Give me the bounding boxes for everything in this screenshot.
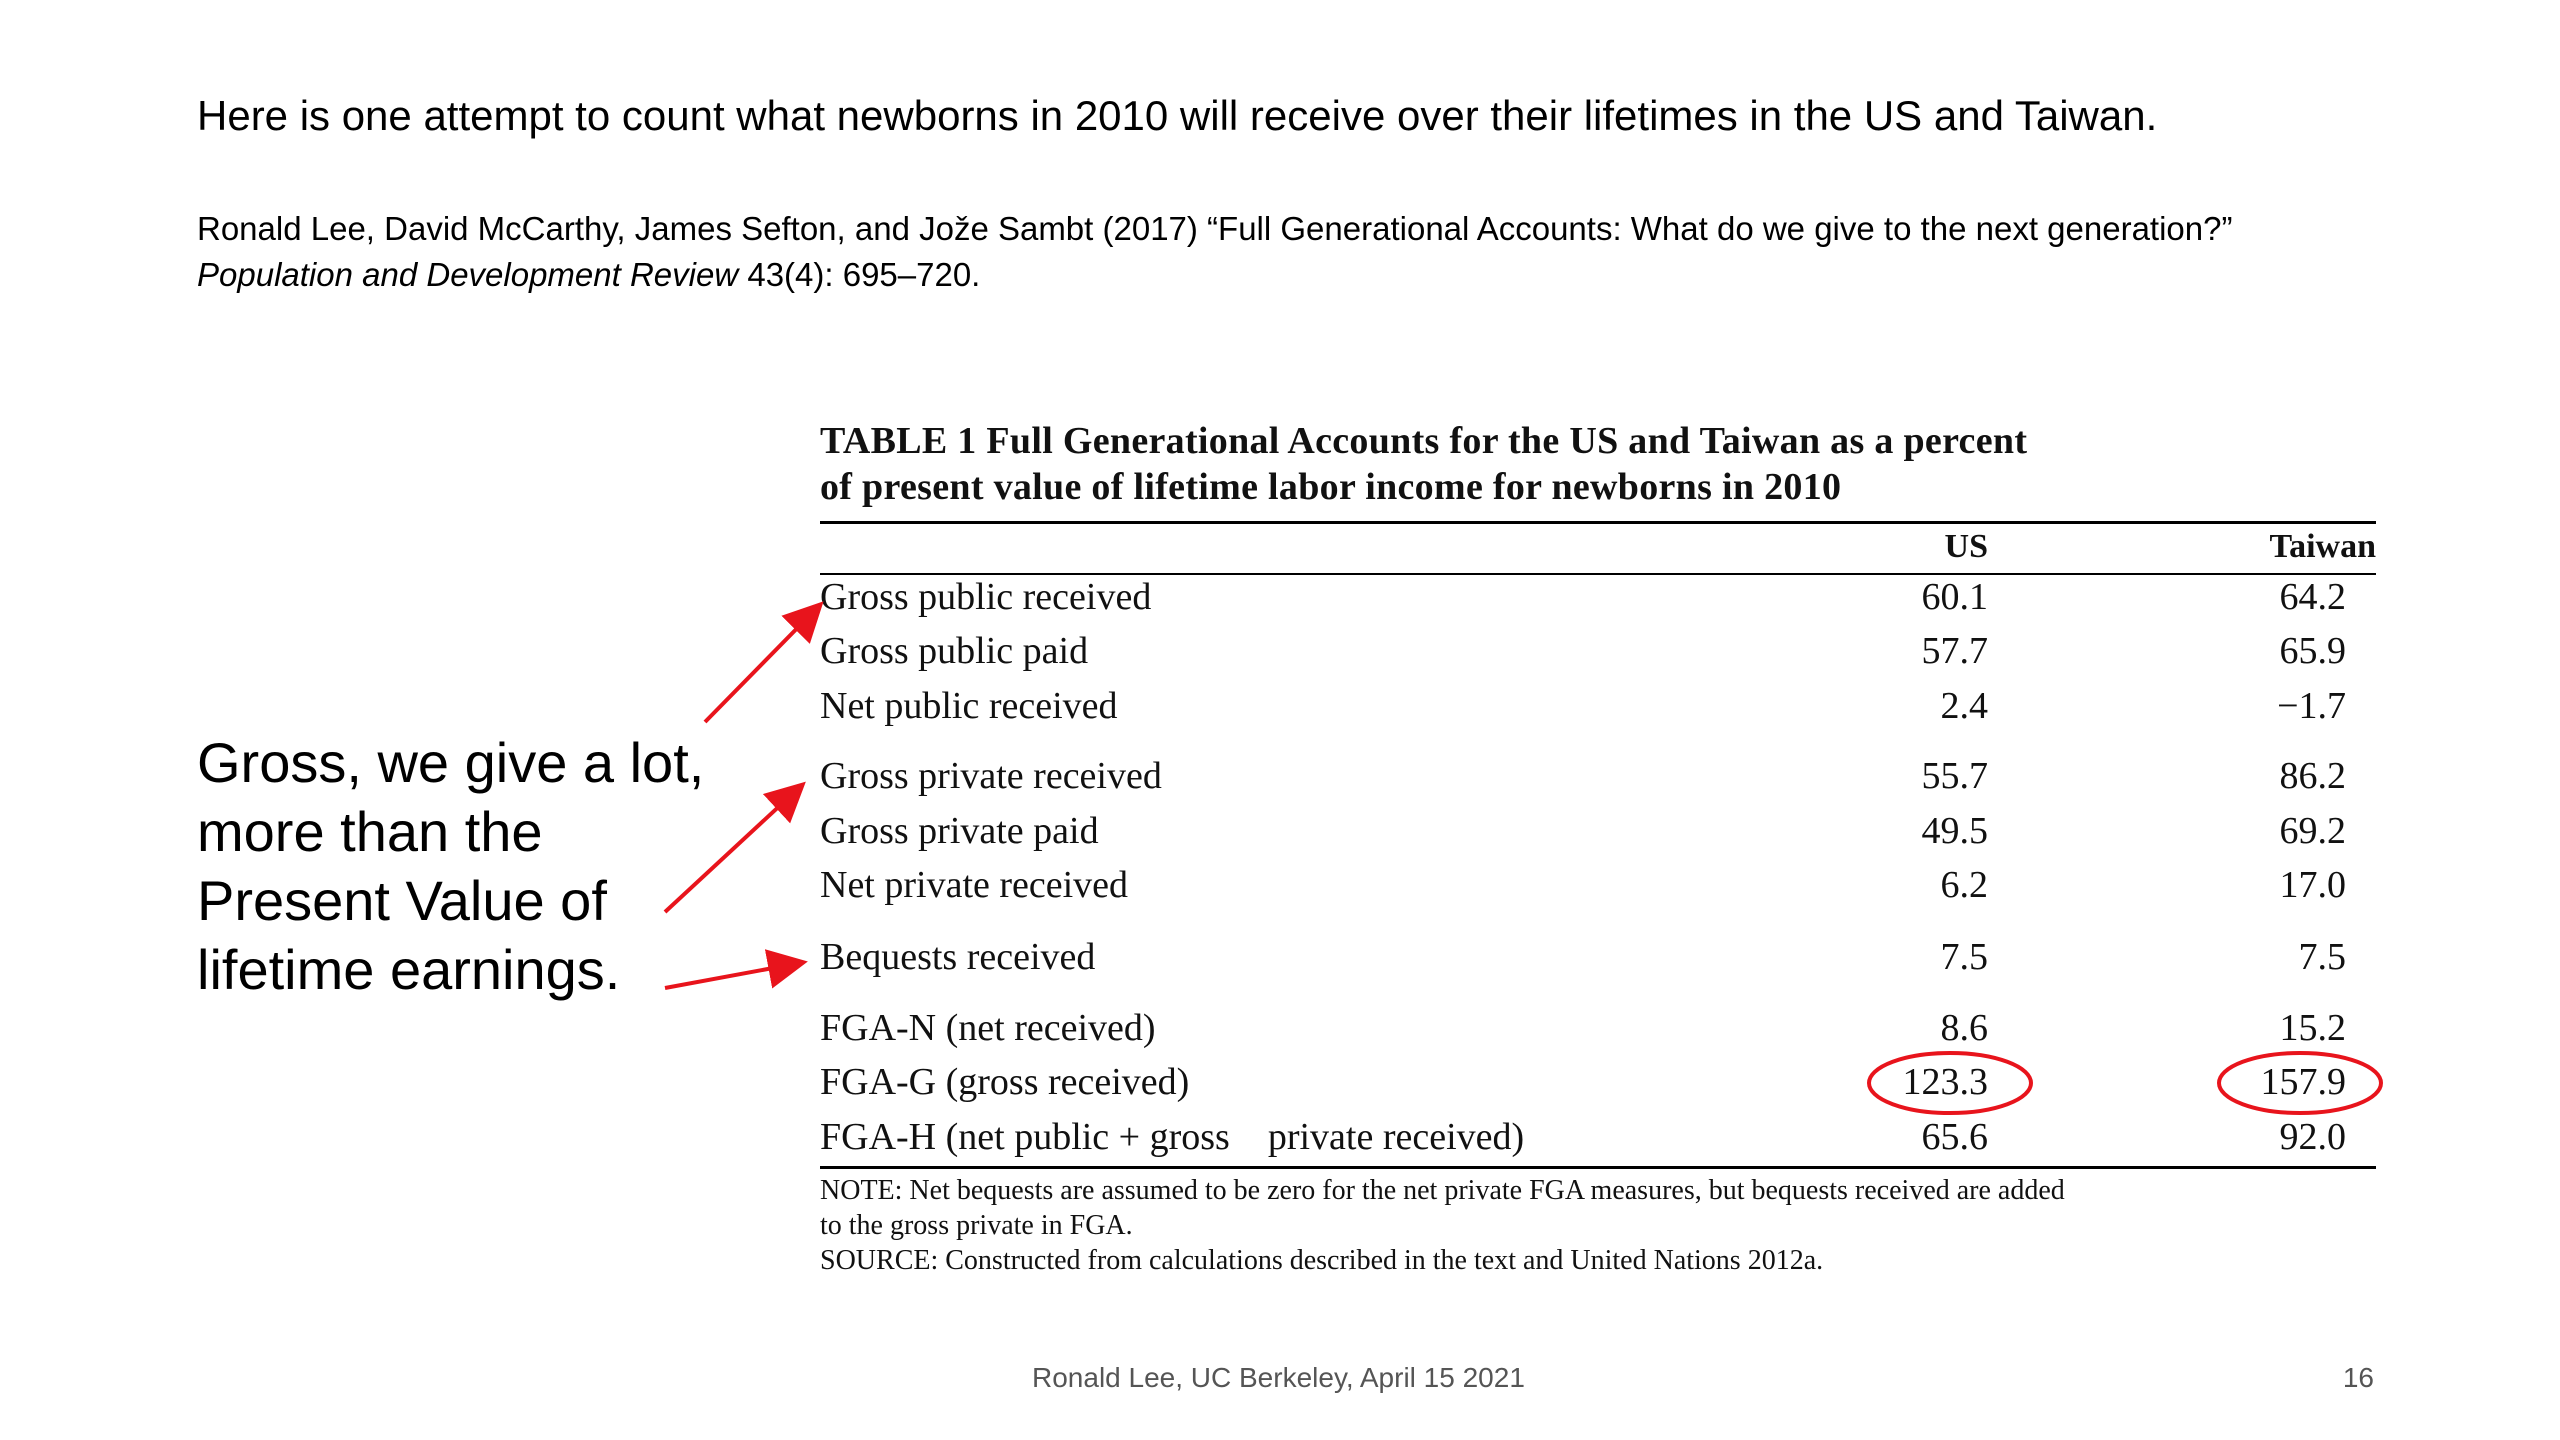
citation-authors-title: Ronald Lee, David McCarthy, James Sefton… xyxy=(197,210,2233,247)
row-label: FGA-G (gross received) xyxy=(820,1061,1190,1103)
row-label: Gross public paid xyxy=(820,630,1089,672)
table-title: TABLE 1 Full Generational Accounts for t… xyxy=(820,418,2376,510)
row-value-taiwan: 92.0 xyxy=(2279,1116,2347,1158)
table-note: NOTE: Net bequests are assumed to be zer… xyxy=(820,1173,2376,1278)
fga-table: TABLE 1 Full Generational Accounts for t… xyxy=(820,418,2376,1276)
callout-line: more than the xyxy=(197,800,543,863)
row-label: Bequests received xyxy=(820,936,1096,978)
callout-text: Gross, we give a lot, more than the Pres… xyxy=(197,728,704,1004)
slide-headline: Here is one attempt to count what newbor… xyxy=(197,92,2158,139)
row-label: Net private received xyxy=(820,864,1129,906)
note-line: NOTE: Net bequests are assumed to be zer… xyxy=(820,1175,2065,1206)
citation-journal-line: Population and Development Review 43(4):… xyxy=(197,252,2232,298)
row-value-taiwan: 69.2 xyxy=(2279,810,2347,852)
row-label: FGA-N (net received) xyxy=(820,1007,1156,1049)
table-bottom-rule xyxy=(820,1166,2376,1169)
row-value-us: 6.2 xyxy=(1940,864,1989,906)
page-number: 16 xyxy=(2342,1362,2374,1393)
column-header-taiwan: Taiwan xyxy=(2269,528,2376,565)
row-label: Net public received xyxy=(820,685,1118,727)
table-title-line: TABLE 1 Full Generational Accounts for t… xyxy=(820,420,2028,462)
row-value-us: 55.7 xyxy=(1921,755,1989,797)
red-arrow-icon xyxy=(703,601,824,724)
citation: Ronald Lee, David McCarthy, James Sefton… xyxy=(197,206,2232,298)
row-value-taiwan: 65.9 xyxy=(2279,630,2347,672)
row-value-us: 60.1 xyxy=(1921,576,1989,618)
row-label: Gross private paid xyxy=(820,810,1099,852)
table-top-rule xyxy=(820,521,2376,524)
row-value-taiwan: 86.2 xyxy=(2279,755,2347,797)
row-label: FGA-H (net public + gross private receiv… xyxy=(820,1116,1525,1158)
row-value-us: 123.3 xyxy=(1902,1061,1989,1103)
row-value-taiwan: 15.2 xyxy=(2279,1007,2347,1049)
row-label: Gross private received xyxy=(820,755,1162,797)
citation-volume-pages: 43(4): 695–720. xyxy=(738,256,981,293)
column-header-us: US xyxy=(1944,528,1988,565)
table-header-rule xyxy=(820,573,2376,575)
citation-journal: Population and Development Review xyxy=(197,256,739,293)
row-value-taiwan: 64.2 xyxy=(2279,576,2347,618)
callout-line: Gross, we give a lot, xyxy=(197,731,705,794)
row-value-us: 2.4 xyxy=(1940,685,1989,727)
callout-line: lifetime earnings. xyxy=(197,938,621,1001)
row-value-taiwan: 17.0 xyxy=(2279,864,2347,906)
row-value-us: 8.6 xyxy=(1940,1007,1989,1049)
row-value-taiwan: −1.7 xyxy=(2277,685,2346,727)
row-value-us: 65.6 xyxy=(1921,1116,1989,1158)
row-value-us: 49.5 xyxy=(1921,810,1989,852)
row-value-taiwan: 7.5 xyxy=(2298,936,2347,978)
row-value-us: 7.5 xyxy=(1940,936,1989,978)
callout-line: Present Value of xyxy=(197,869,607,932)
note-line: to the gross private in FGA. xyxy=(820,1210,1133,1241)
slide-footer: Ronald Lee, UC Berkeley, April 15 2021 xyxy=(1032,1362,1525,1393)
source-line: SOURCE: Constructed from calculations de… xyxy=(820,1245,1824,1276)
row-label: Gross public received xyxy=(820,576,1152,618)
table-title-line: of present value of lifetime labor incom… xyxy=(820,466,1842,508)
row-value-taiwan: 157.9 xyxy=(2260,1061,2347,1103)
row-value-us: 57.7 xyxy=(1921,630,1989,672)
